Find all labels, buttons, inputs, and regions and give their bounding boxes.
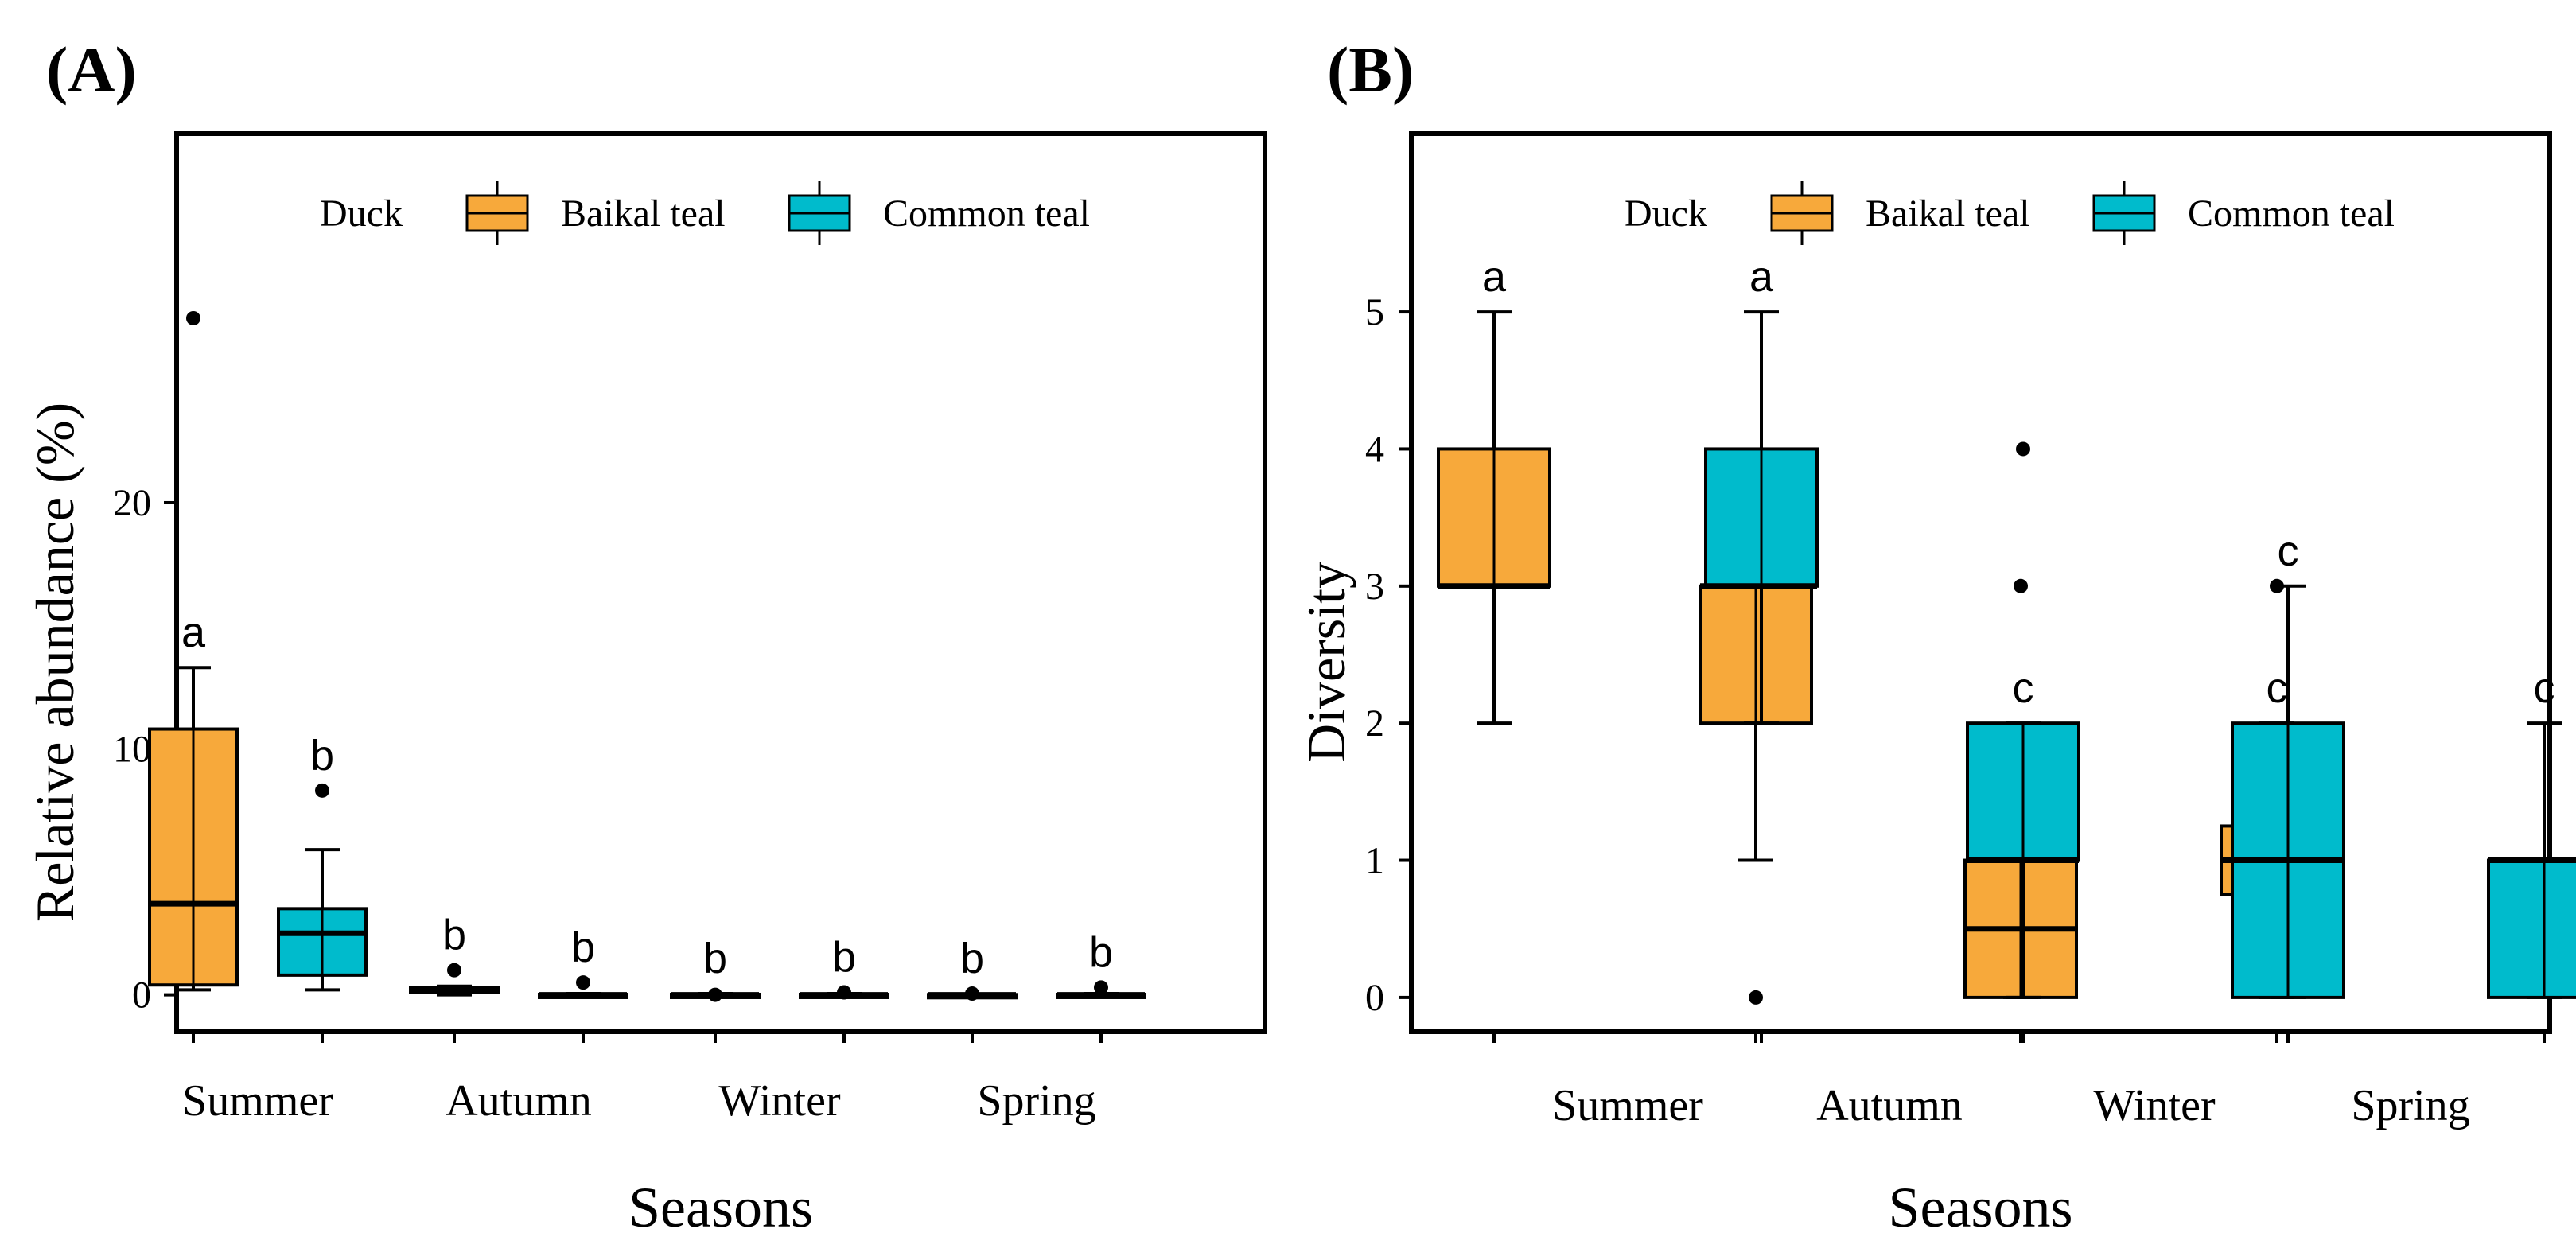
legend-label: Common teal (883, 192, 1090, 235)
box-baikal-teal-spring: b (927, 935, 1018, 1043)
box-common-teal-autumn: c (1966, 441, 2080, 1043)
x-tick-label: Autumn (446, 1076, 592, 1126)
outlier-point (837, 985, 851, 1000)
x-tick-label: Spring (2351, 1081, 2469, 1130)
box-baikal-teal-summer: a (1437, 253, 1551, 1043)
legend-label: Baikal teal (1866, 192, 2030, 235)
significance-letter: a (1482, 253, 1507, 301)
y-tick-label: 1 (1365, 840, 1384, 882)
panel-label: (B) (1327, 33, 1414, 106)
legend-key-common-teal (2092, 181, 2156, 245)
legend-title: Duck (320, 192, 403, 235)
significance-letter: a (181, 609, 206, 656)
legend-key-common-teal (788, 181, 851, 245)
significance-letter: b (960, 935, 984, 982)
outlier-point (576, 975, 590, 990)
x-tick-label: Winter (2093, 1081, 2216, 1130)
y-axis-label: Diversity (1296, 562, 1356, 763)
y-tick-label: 10 (113, 728, 151, 770)
legend-title: Duck (1625, 192, 1707, 235)
y-tick-label: 3 (1365, 566, 1384, 608)
box-baikal-teal-autumn: b (1699, 527, 1813, 1043)
outlier-point (447, 962, 461, 978)
outlier-point (708, 987, 722, 1002)
box-common-teal-winter: b (799, 934, 889, 1043)
box-common-teal-summer: a (1704, 253, 1819, 1043)
box-baikal-teal-winter: b (670, 935, 761, 1043)
box-common-teal-spring: c (2487, 664, 2576, 1043)
box-common-teal-spring: b (1056, 928, 1146, 1043)
significance-letter: b (442, 912, 466, 959)
significance-letter: c (2534, 664, 2555, 712)
outlier-point (2016, 441, 2030, 457)
x-tick-label: Summer (182, 1076, 333, 1126)
box-body (2487, 858, 2576, 999)
x-tick-label: Autumn (1816, 1081, 1963, 1130)
outlier-point (186, 310, 200, 325)
x-tick-label: Spring (977, 1076, 1095, 1126)
x-tick-label: Winter (718, 1076, 841, 1126)
significance-letter: b (703, 935, 727, 982)
significance-letter: b (832, 934, 856, 982)
outlier-point (1094, 980, 1108, 995)
legend-key-baikal-teal (465, 181, 529, 245)
significance-letter: b (571, 924, 595, 971)
outlier-point (965, 986, 979, 1001)
plot-frame (174, 131, 1267, 1034)
legend-label: Baikal teal (561, 192, 726, 235)
y-axis-label: Relative abundance (%) (25, 402, 85, 922)
x-tick-label: Summer (1552, 1081, 1703, 1130)
box-common-teal-summer: b (277, 732, 368, 1043)
legend-label: Common teal (2188, 192, 2395, 235)
x-axis-label: Seasons (628, 1176, 813, 1239)
outlier-point (2014, 578, 2028, 593)
significance-letter: b (310, 732, 334, 780)
box-baikal-teal-autumn: b (409, 912, 500, 1043)
significance-letter: b (1089, 928, 1113, 976)
significance-letter: a (1749, 253, 1774, 301)
y-tick-label: 4 (1365, 428, 1384, 470)
legend-key-baikal-teal (1770, 181, 1834, 245)
plot-frame (1409, 131, 2552, 1034)
outlier-point (1749, 990, 1763, 1005)
outlier-point (315, 783, 329, 798)
y-tick-label: 5 (1365, 291, 1384, 333)
significance-letter: c (2013, 664, 2034, 712)
box-common-teal-winter: c (2231, 527, 2345, 1043)
y-tick-label: 2 (1365, 702, 1384, 745)
box-baikal-teal-summer: a (148, 310, 239, 1043)
y-tick-label: 0 (1365, 977, 1384, 1019)
box-common-teal-autumn: b (538, 924, 628, 1043)
y-tick-label: 20 (113, 482, 151, 524)
panel-b: (B) 0 1 2 3 4 5 Diversity Summer Autumn Winter Spri… (1296, 33, 2576, 1239)
significance-letter: c (2267, 664, 2288, 712)
significance-letter: c (2278, 527, 2299, 575)
x-axis-label: Seasons (1889, 1176, 2073, 1239)
panel-label: (A) (46, 33, 137, 106)
